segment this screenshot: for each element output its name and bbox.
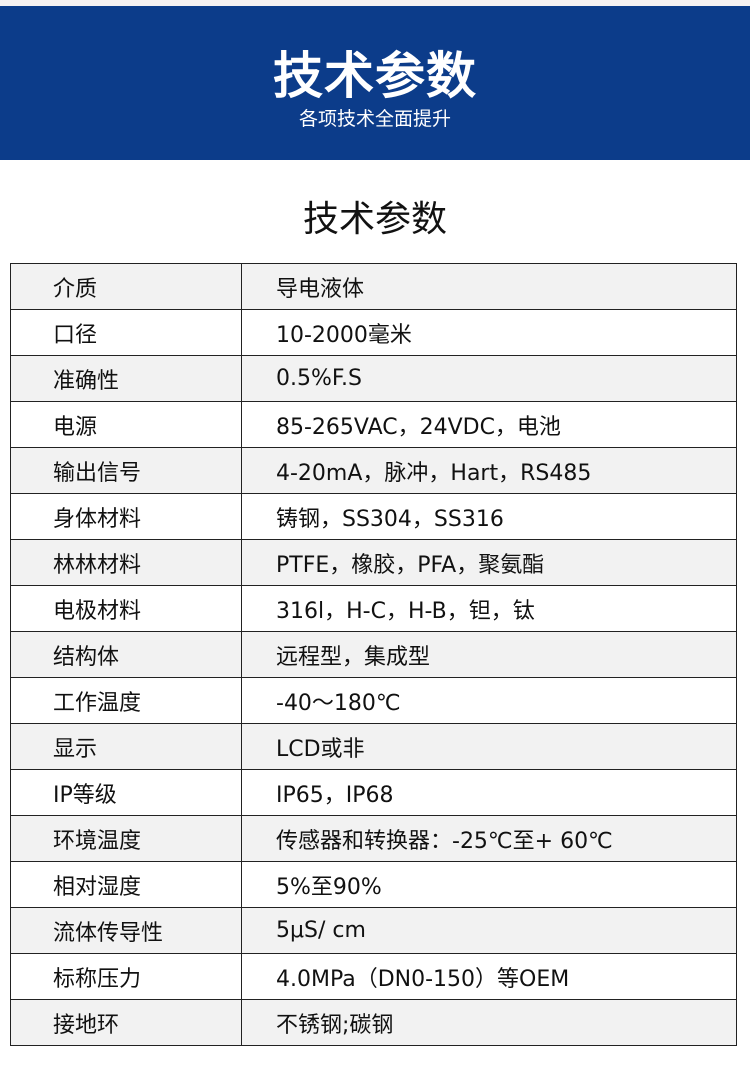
table-row: 介质 导电液体 bbox=[10, 263, 737, 310]
param-value: 4-20mA，脉冲，Hart，RS485 bbox=[241, 447, 737, 494]
table-row: 结构体 远程型，集成型 bbox=[10, 631, 737, 678]
table-row: 接地环 不锈钢;碳钢 bbox=[10, 999, 737, 1046]
param-name: 环境温度 bbox=[10, 815, 242, 862]
table-row: 身体材料 铸钢，SS304，SS316 bbox=[10, 493, 737, 540]
param-name: 口径 bbox=[10, 309, 242, 356]
param-name: 介质 bbox=[10, 263, 242, 310]
table-row: 相对湿度 5%至90% bbox=[10, 861, 737, 908]
param-value: -40～180℃ bbox=[241, 677, 737, 724]
param-value: PTFE，橡胶，PFA，聚氨酯 bbox=[241, 539, 737, 586]
param-value: 10-2000毫米 bbox=[241, 309, 737, 356]
param-name: 结构体 bbox=[10, 631, 242, 678]
param-name: 相对湿度 bbox=[10, 861, 242, 908]
banner-title: 技术参数 bbox=[273, 47, 477, 105]
spec-table: 介质 导电液体 口径 10-2000毫米 准确性 0.5%F.S 电源 85-265VAC，2… bbox=[10, 263, 737, 1046]
top-strip bbox=[0, 0, 750, 6]
param-name: 输出信号 bbox=[10, 447, 242, 494]
param-name: 显示 bbox=[10, 723, 242, 770]
table-row: 工作温度 -40～180℃ bbox=[10, 677, 737, 724]
table-row: 林林材料 PTFE，橡胶，PFA，聚氨酯 bbox=[10, 539, 737, 586]
param-value: 4.0MPa（DN0-150）等OEM bbox=[241, 953, 737, 1000]
table-row: 口径 10-2000毫米 bbox=[10, 309, 737, 356]
table-row: 显示 LCD或非 bbox=[10, 723, 737, 770]
param-name: 电极材料 bbox=[10, 585, 242, 632]
param-name: 身体材料 bbox=[10, 493, 242, 540]
param-name: 林林材料 bbox=[10, 539, 242, 586]
param-value: 铸钢，SS304，SS316 bbox=[241, 493, 737, 540]
param-value: 0.5%F.S bbox=[241, 355, 737, 402]
param-name: IP等级 bbox=[10, 769, 242, 816]
param-name: 电源 bbox=[10, 401, 242, 448]
param-value: 传感器和转换器：-25℃至+ 60℃ bbox=[241, 815, 737, 862]
table-row: 流体传导性 5μS/ cm bbox=[10, 907, 737, 954]
table-row: 电极材料 316l，H-C，H-B，钽，钛 bbox=[10, 585, 737, 632]
table-row: 环境温度 传感器和转换器：-25℃至+ 60℃ bbox=[10, 815, 737, 862]
header-banner: 技术参数 各项技术全面提升 bbox=[0, 6, 750, 160]
param-value: 远程型，集成型 bbox=[241, 631, 737, 678]
param-value: 85-265VAC，24VDC，电池 bbox=[241, 401, 737, 448]
table-row: 输出信号 4-20mA，脉冲，Hart，RS485 bbox=[10, 447, 737, 494]
param-name: 准确性 bbox=[10, 355, 242, 402]
table-row: 标称压力 4.0MPa（DN0-150）等OEM bbox=[10, 953, 737, 1000]
param-value: IP65，IP68 bbox=[241, 769, 737, 816]
section-heading: 技术参数 bbox=[302, 199, 447, 240]
table-row: IP等级 IP65，IP68 bbox=[10, 769, 737, 816]
param-value: 导电液体 bbox=[241, 263, 737, 310]
table-row: 电源 85-265VAC，24VDC，电池 bbox=[10, 401, 737, 448]
param-value: 不锈钢;碳钢 bbox=[241, 999, 737, 1046]
param-value: 5μS/ cm bbox=[241, 907, 737, 954]
param-name: 接地环 bbox=[10, 999, 242, 1046]
banner-subtitle: 各项技术全面提升 bbox=[298, 108, 451, 130]
param-value: 5%至90% bbox=[241, 861, 737, 908]
table-row: 准确性 0.5%F.S bbox=[10, 355, 737, 402]
param-value: 316l，H-C，H-B，钽，钛 bbox=[241, 585, 737, 632]
param-name: 标称压力 bbox=[10, 953, 242, 1000]
param-name: 流体传导性 bbox=[10, 907, 242, 954]
param-value: LCD或非 bbox=[241, 723, 737, 770]
param-name: 工作温度 bbox=[10, 677, 242, 724]
